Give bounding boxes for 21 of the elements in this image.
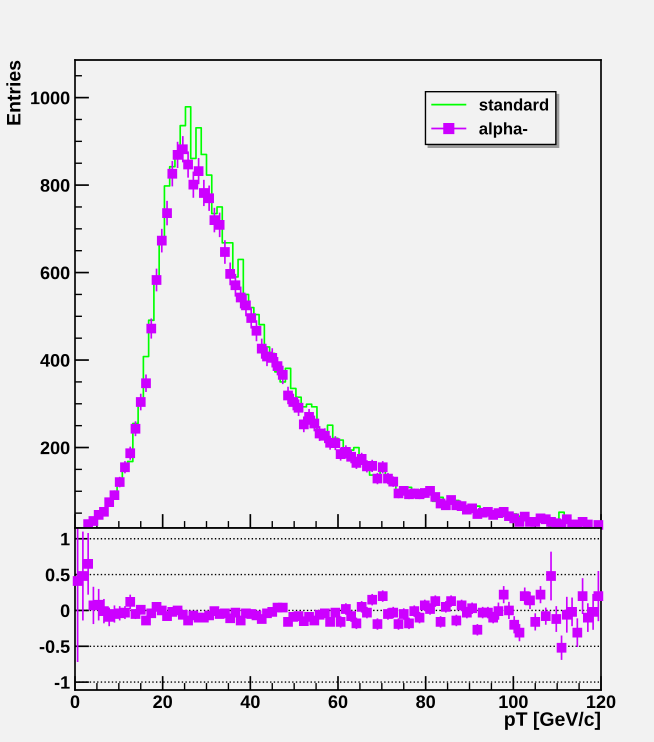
y-tick-label: -1: [54, 676, 70, 689]
x-axis-title: pT [GeV/c]: [505, 712, 600, 730]
y-tick-label: 0.5: [46, 568, 70, 582]
y-axis-title: Entries: [6, 60, 21, 125]
x-tick-label: 20: [153, 695, 172, 708]
y-tick-label: 200: [40, 441, 70, 454]
y-tick-label: 800: [40, 179, 70, 192]
y-tick-label: -0.5: [40, 640, 70, 653]
x-tick-label: 80: [416, 695, 435, 708]
x-tick-label: 0: [70, 695, 80, 708]
y-tick-label: 0: [60, 604, 70, 618]
y-tick-label: 1: [61, 532, 70, 546]
y-tick-label: 600: [40, 266, 70, 280]
y-tick-label: 400: [40, 354, 70, 367]
legend-label: standard: [479, 98, 548, 111]
legend-label: alpha-: [479, 122, 528, 138]
x-tick-label: 120: [587, 695, 616, 708]
x-tick-label: 60: [328, 695, 348, 708]
x-tick-label: 40: [240, 695, 260, 708]
y-tick-label: 1000: [31, 92, 70, 104]
x-tick-label: 100: [499, 695, 528, 708]
